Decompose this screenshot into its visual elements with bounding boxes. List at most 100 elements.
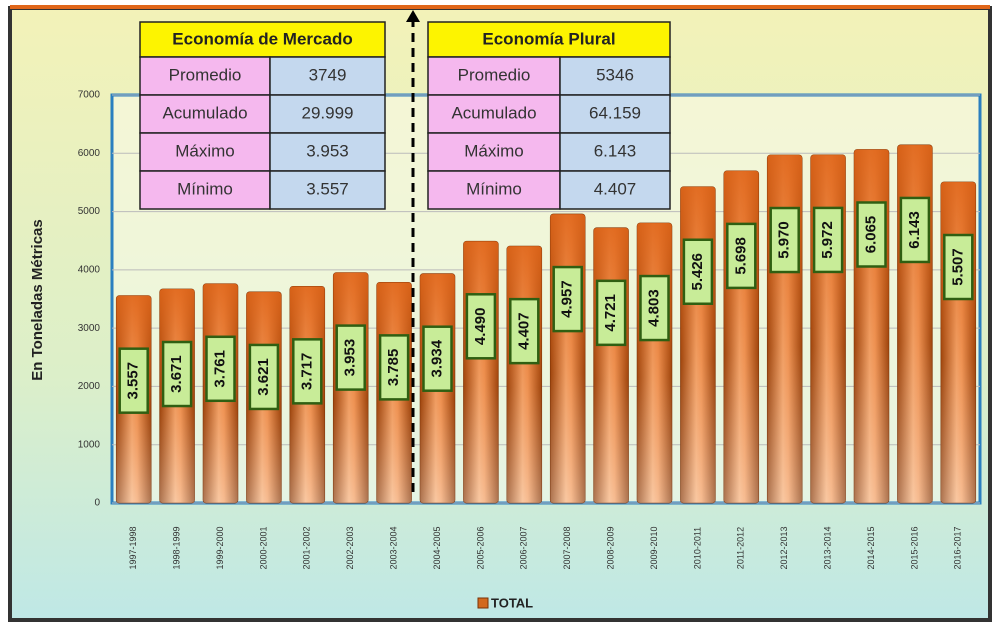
- value-label: 6.143: [906, 211, 923, 249]
- x-tick-label: 2008-2009: [605, 526, 615, 569]
- table-cell: [427, 170, 561, 210]
- value-label: 4.957: [559, 280, 576, 318]
- value-label-box: [248, 343, 280, 411]
- table-cell: [139, 170, 271, 210]
- value-label-box: [335, 324, 366, 391]
- value-label: 3.557: [125, 362, 142, 400]
- table-title: Economía Plural: [482, 29, 615, 48]
- table-header: [139, 21, 386, 58]
- x-tick-label: 2009-2010: [649, 526, 659, 569]
- value-label: 3.717: [298, 353, 315, 391]
- value-label-box: [812, 206, 844, 274]
- table-cell: [559, 94, 671, 134]
- table-cell: [427, 56, 561, 96]
- y-tick-label: 3000: [78, 323, 101, 334]
- x-tick-label: 2010-2011: [692, 527, 702, 569]
- value-label: 5.970: [776, 221, 793, 259]
- y-tick-label: 4000: [78, 264, 101, 275]
- value-label: 3.953: [342, 339, 359, 377]
- bar-shade: [723, 170, 759, 503]
- value-label-box: [205, 335, 236, 403]
- value-label: 3.761: [211, 350, 228, 388]
- legend-swatch: [477, 597, 489, 609]
- value-label: 5.698: [732, 237, 749, 275]
- row-value: 64.159: [589, 103, 641, 122]
- bar-shade: [593, 227, 629, 504]
- value-label: 4.721: [602, 294, 619, 332]
- x-tick-label: 2002-2003: [345, 526, 355, 569]
- y-tick-label: 1000: [78, 439, 101, 450]
- y-tick-label: 5000: [78, 206, 101, 217]
- y-axis-label: En Toneladas Métricas: [29, 219, 46, 380]
- x-tick-label: 2014-2015: [866, 526, 876, 569]
- x-tick-label: 2011-2012: [736, 527, 746, 569]
- row-value: 3.953: [306, 141, 349, 160]
- x-tick-label: 2012-2013: [779, 526, 789, 569]
- divider-arrow: [406, 10, 420, 22]
- table-cell: [269, 94, 386, 134]
- value-label-box: [118, 347, 149, 414]
- x-tick-label: 1999-2000: [215, 526, 225, 569]
- x-tick-label: 2001-2002: [302, 526, 312, 569]
- value-label: 4.407: [515, 312, 532, 350]
- bar-shade: [550, 214, 586, 504]
- row-value: 29.999: [302, 103, 354, 122]
- table-cell: [427, 94, 561, 134]
- value-label-box: [552, 265, 583, 333]
- x-tick-label: 2000-2001: [258, 526, 268, 569]
- value-label-box: [899, 196, 931, 264]
- row-value: 6.143: [594, 141, 637, 160]
- value-label-box: [465, 293, 497, 360]
- y-tick-label: 0: [94, 498, 100, 509]
- table-title: Economía de Mercado: [172, 29, 352, 48]
- y-tick-label: 2000: [78, 381, 101, 392]
- value-label: 3.934: [428, 339, 445, 377]
- table-cell: [269, 132, 386, 172]
- value-label: 3.785: [385, 349, 402, 387]
- row-label: Promedio: [169, 65, 242, 84]
- y-tick-label: 6000: [78, 148, 101, 159]
- value-label-box: [682, 238, 714, 305]
- row-label: Mínimo: [466, 179, 522, 198]
- row-label: Máximo: [464, 141, 524, 160]
- bar-shade: [940, 182, 976, 503]
- value-label-box: [769, 206, 800, 274]
- value-label-box: [943, 233, 974, 301]
- value-label: 6.065: [862, 216, 879, 254]
- value-label-box: [509, 297, 540, 365]
- bar-shade: [680, 186, 716, 504]
- value-label: 5.507: [949, 248, 966, 286]
- value-label-box: [422, 325, 453, 392]
- row-label: Máximo: [175, 141, 235, 160]
- row-value: 4.407: [594, 179, 637, 198]
- x-tick-label: 2013-2014: [822, 526, 832, 569]
- value-label-box: [595, 279, 627, 347]
- value-label-box: [161, 340, 193, 408]
- value-label-box: [292, 338, 323, 405]
- y-tick-label: 7000: [78, 90, 101, 101]
- table-cell: [269, 170, 386, 210]
- value-label: 4.490: [472, 308, 489, 346]
- row-value: 3749: [309, 65, 347, 84]
- bar-shade: [463, 241, 499, 503]
- row-label: Acumulado: [162, 103, 247, 122]
- x-tick-label: 2015-2016: [909, 526, 919, 569]
- table-header: [427, 21, 671, 58]
- value-label-box: [639, 274, 670, 342]
- value-label: 3.621: [255, 358, 272, 396]
- value-label: 5.972: [819, 221, 836, 259]
- row-value: 3.557: [306, 179, 349, 198]
- x-tick-label: 2006-2007: [519, 526, 529, 569]
- x-tick-label: 1998-1999: [171, 526, 181, 569]
- x-tick-label: 2003-2004: [388, 526, 398, 569]
- table-cell: [269, 56, 386, 96]
- x-tick-label: 2007-2008: [562, 526, 572, 569]
- x-tick-label: 1997-1998: [128, 526, 138, 569]
- value-label: 5.426: [689, 253, 706, 291]
- value-label: 4.803: [645, 289, 662, 327]
- value-label-box: [378, 334, 410, 401]
- bar-shade: [506, 246, 542, 503]
- bar-shade: [637, 223, 672, 503]
- x-tick-label: 2004-2005: [432, 526, 442, 569]
- x-tick-label: 2005-2006: [475, 526, 485, 569]
